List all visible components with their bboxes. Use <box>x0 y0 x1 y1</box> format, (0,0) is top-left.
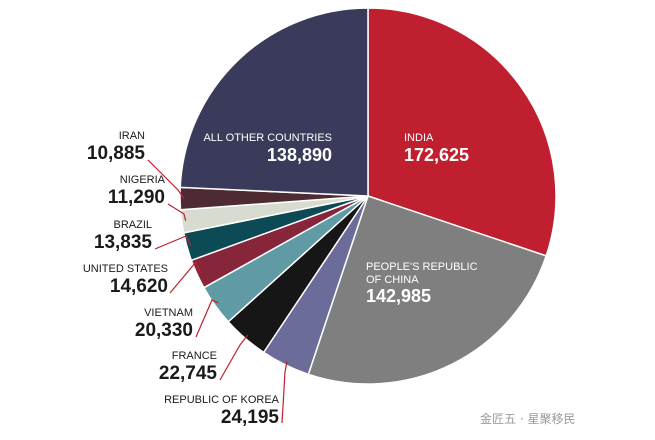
leader-line-vietnam <box>195 299 219 338</box>
label-india-name: INDIA <box>404 132 434 144</box>
pie-slice-people-s-republic-of-china <box>307 195 548 385</box>
label-brazil-name: BRAZIL <box>113 219 152 231</box>
label-nigeria: NIGERIA 11,290 <box>108 174 166 208</box>
leader-line-france <box>219 334 249 381</box>
label-korea: REPUBLIC OF KOREA 24,195 <box>164 394 280 428</box>
label-china: PEOPLE'S REPUBLIC OF CHINA 142,985 <box>366 261 478 306</box>
watermark-text: 金匠五 · 星聚移民 <box>480 411 575 426</box>
label-other-name: ALL OTHER COUNTRIES <box>203 132 332 144</box>
label-united-states-name: UNITED STATES <box>83 263 168 275</box>
label-brazil-value: 13,835 <box>94 232 153 253</box>
label-iran: IRAN 10,885 <box>87 130 146 164</box>
label-china-name-line2: OF CHINA <box>366 274 419 286</box>
label-korea-value: 24,195 <box>221 407 280 428</box>
label-vietnam-name: VIETNAM <box>144 307 193 319</box>
label-vietnam: VIETNAM 20,330 <box>135 307 193 341</box>
leader-line-nigeria <box>167 203 187 221</box>
label-india-value: 172,625 <box>404 145 469 165</box>
label-india: INDIA 172,625 <box>404 132 469 165</box>
label-china-name-line1: PEOPLE'S REPUBLIC <box>366 261 478 273</box>
label-nigeria-name: NIGERIA <box>120 174 166 186</box>
label-other-value: 138,890 <box>267 145 332 165</box>
pie-slices <box>179 7 557 385</box>
pie-slice-all-other-countries <box>179 7 369 197</box>
label-france: FRANCE 22,745 <box>159 350 218 384</box>
label-france-name: FRANCE <box>172 350 217 362</box>
label-iran-value: 10,885 <box>87 143 146 164</box>
label-other: ALL OTHER COUNTRIES 138,890 <box>203 132 332 165</box>
leader-line-united-states <box>169 260 202 294</box>
leader-line-brazil <box>154 235 192 250</box>
label-united-states-value: 14,620 <box>110 276 168 297</box>
leader-lines <box>147 159 288 424</box>
leader-line-iran <box>147 159 185 199</box>
label-brazil: BRAZIL 13,835 <box>94 219 153 253</box>
label-united-states: UNITED STATES 14,620 <box>83 263 168 297</box>
label-vietnam-value: 20,330 <box>135 320 193 341</box>
leader-line-republic-of-korea <box>281 361 288 424</box>
pie-slice-india <box>367 7 557 257</box>
label-korea-name: REPUBLIC OF KOREA <box>164 394 280 406</box>
label-nigeria-value: 11,290 <box>108 187 165 208</box>
label-china-value: 142,985 <box>366 286 431 306</box>
label-iran-name: IRAN <box>119 130 145 142</box>
label-france-value: 22,745 <box>159 363 218 384</box>
